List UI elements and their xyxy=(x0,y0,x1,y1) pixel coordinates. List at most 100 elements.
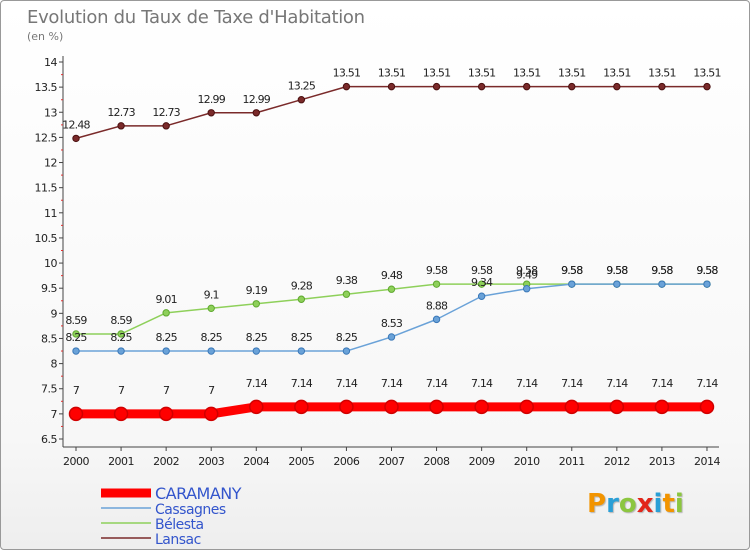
data-point-cassagnes xyxy=(297,347,306,355)
data-label-cassagnes: 8.25 xyxy=(336,331,358,344)
data-label-caramany: 7.14 xyxy=(471,377,493,390)
x-tick-label: 2001 xyxy=(108,455,134,468)
data-point-cassagnes xyxy=(117,347,125,355)
data-label-caramany: 7.14 xyxy=(696,377,718,390)
y-tick-label: 13.5 xyxy=(35,81,58,94)
x-tick-label: 2003 xyxy=(198,455,224,468)
data-label-lansac: 13.25 xyxy=(288,80,316,93)
x-tick-label: 2002 xyxy=(153,455,179,468)
data-point-bélesta xyxy=(207,304,215,313)
data-point-caramany xyxy=(158,406,174,422)
data-point-caramany xyxy=(654,399,670,415)
data-label-lansac: 13.51 xyxy=(423,67,451,80)
data-point-bélesta xyxy=(72,330,80,338)
y-tick-label: 11.5 xyxy=(35,182,58,195)
y-tick-label: 9 xyxy=(51,307,58,320)
data-point-lansac xyxy=(117,122,125,130)
data-point-caramany xyxy=(113,406,129,422)
data-label-lansac: 12.73 xyxy=(152,106,180,119)
y-tick-label: 13 xyxy=(44,106,57,119)
data-point-bélesta xyxy=(477,280,486,288)
data-label-caramany: 7 xyxy=(208,384,215,397)
data-point-bélesta xyxy=(117,330,125,338)
x-tick-label: 2004 xyxy=(243,455,269,468)
chart-subtitle: (en %) xyxy=(27,30,64,43)
y-tick-label: 10 xyxy=(44,257,57,270)
data-point-caramany xyxy=(339,399,354,415)
data-label-lansac: 13.51 xyxy=(513,67,541,80)
data-point-lansac xyxy=(252,109,260,117)
data-label-cassagnes: 8.25 xyxy=(246,331,268,344)
data-label-caramany: 7.14 xyxy=(246,377,268,390)
data-label-caramany: 7 xyxy=(73,384,80,397)
data-point-caramany xyxy=(609,399,625,415)
data-point-bélesta xyxy=(342,290,351,298)
x-tick-label: 2011 xyxy=(559,455,585,468)
data-point-cassagnes xyxy=(342,347,351,355)
data-label-cassagnes: 8.25 xyxy=(291,331,313,344)
logo-letter: o xyxy=(618,489,637,519)
logo-letter: x xyxy=(636,489,654,519)
x-tick-label: 2000 xyxy=(63,455,89,468)
logo-letter: r xyxy=(606,489,619,519)
data-label-cassagnes: 8.25 xyxy=(110,331,132,344)
data-label-lansac: 13.51 xyxy=(558,67,586,80)
data-label-cassagnes: 9.58 xyxy=(696,264,718,277)
data-label-caramany: 7.14 xyxy=(381,377,403,390)
data-point-caramany xyxy=(519,399,534,415)
data-label-bélesta: 9.58 xyxy=(651,264,673,277)
y-tick-label: 14 xyxy=(44,56,57,69)
data-point-lansac xyxy=(523,82,531,91)
data-label-lansac: 13.51 xyxy=(333,67,361,80)
y-tick-label: 7.5 xyxy=(41,383,57,396)
legend-label-bélesta: Bélesta xyxy=(155,517,204,533)
data-label-caramany: 7.14 xyxy=(606,377,628,390)
proxiti-logo: Proxiti xyxy=(587,489,684,519)
data-label-lansac: 12.73 xyxy=(107,106,135,119)
y-tick-label: 10.5 xyxy=(35,232,58,245)
data-point-cassagnes xyxy=(477,292,486,300)
data-label-bélesta: 9.38 xyxy=(336,274,358,287)
data-point-lansac xyxy=(703,82,711,91)
data-point-lansac xyxy=(387,82,396,91)
data-point-cassagnes xyxy=(432,315,441,324)
data-point-caramany xyxy=(699,399,715,415)
chart-axes: 6.577.588.599.51010.51111.51212.51313.51… xyxy=(35,56,721,468)
data-point-lansac xyxy=(207,109,215,117)
data-point-caramany xyxy=(564,399,580,415)
data-label-lansac: 12.99 xyxy=(243,93,271,106)
y-tick-label: 8.5 xyxy=(41,332,57,345)
data-label-lansac: 13.51 xyxy=(693,67,721,80)
data-label-caramany: 7.14 xyxy=(336,377,358,390)
data-point-bélesta xyxy=(297,295,306,303)
data-label-bélesta: 9.58 xyxy=(426,264,448,277)
data-label-cassagnes: 9.58 xyxy=(561,264,583,277)
data-point-bélesta xyxy=(252,300,260,308)
legend-label-caramany: CARAMANY xyxy=(155,484,242,503)
data-label-lansac: 13.51 xyxy=(378,67,406,80)
data-label-caramany: 7 xyxy=(118,384,125,397)
data-point-cassagnes xyxy=(703,280,711,288)
data-point-cassagnes xyxy=(162,347,170,355)
y-tick-label: 12 xyxy=(44,157,57,170)
data-label-lansac: 12.48 xyxy=(62,118,90,131)
data-point-caramany xyxy=(249,399,264,415)
x-tick-label: 2014 xyxy=(694,455,720,468)
y-tick-label: 9.5 xyxy=(41,282,57,295)
logo-letter: i xyxy=(674,489,684,519)
data-labels: 7 7 7 7 7.14 7.14 7.14 7.14 7.14 7.14 7.14 7.14 7.14… xyxy=(62,67,721,397)
data-point-lansac xyxy=(432,82,441,91)
data-label-bélesta: 8.59 xyxy=(110,314,132,327)
data-label-lansac: 13.51 xyxy=(648,67,676,80)
x-tick-label: 2010 xyxy=(514,455,540,468)
y-tick-label: 12.5 xyxy=(35,131,58,144)
logo-letter: P xyxy=(587,489,607,519)
data-point-cassagnes xyxy=(613,280,621,288)
data-label-bélesta: 9.58 xyxy=(606,264,628,277)
legend-label-lansac: Lansac xyxy=(155,532,201,548)
data-label-cassagnes: 9.34 xyxy=(471,276,493,289)
data-point-cassagnes xyxy=(207,347,215,355)
data-point-lansac xyxy=(658,82,666,91)
x-tick-label: 2008 xyxy=(424,455,450,468)
